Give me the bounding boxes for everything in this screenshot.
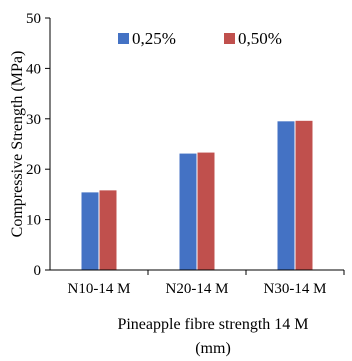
legend-label: 0,25% [132, 29, 176, 48]
legend-swatch [224, 33, 235, 44]
y-tick-label: 0 [34, 263, 42, 279]
y-tick-label: 20 [26, 162, 41, 178]
y-axis-ticks: 0 10 20 30 40 50 [26, 11, 50, 279]
y-axis-title: Compressive Strength (MPa) [9, 51, 26, 238]
bars [81, 120, 313, 270]
x-tick-label: N30-14 M [264, 281, 327, 297]
y-tick-label: 10 [26, 213, 41, 229]
bar-series-1 [277, 121, 295, 270]
legend-swatch [118, 33, 129, 44]
bar-series-1 [179, 153, 197, 270]
bar-series-2 [295, 120, 313, 270]
x-tick-label: N10-14 M [68, 281, 131, 297]
y-tick-label: 50 [26, 11, 41, 27]
legend-label: 0,50% [238, 29, 282, 48]
bar-series-1 [81, 192, 99, 270]
legend: 0,25% 0,50% [118, 29, 282, 48]
x-tick-label: N20-14 M [166, 281, 229, 297]
bar-series-2 [99, 190, 117, 270]
x-axis-ticks: N10-14 M N20-14 M N30-14 M [68, 270, 345, 297]
y-tick-label: 30 [26, 112, 41, 128]
x-axis-title-line-1: Pineapple fibre strength 14 M [117, 316, 308, 333]
bar-series-2 [197, 152, 215, 270]
x-axis-title-line-2: (mm) [195, 340, 231, 357]
y-tick-label: 40 [26, 61, 41, 77]
